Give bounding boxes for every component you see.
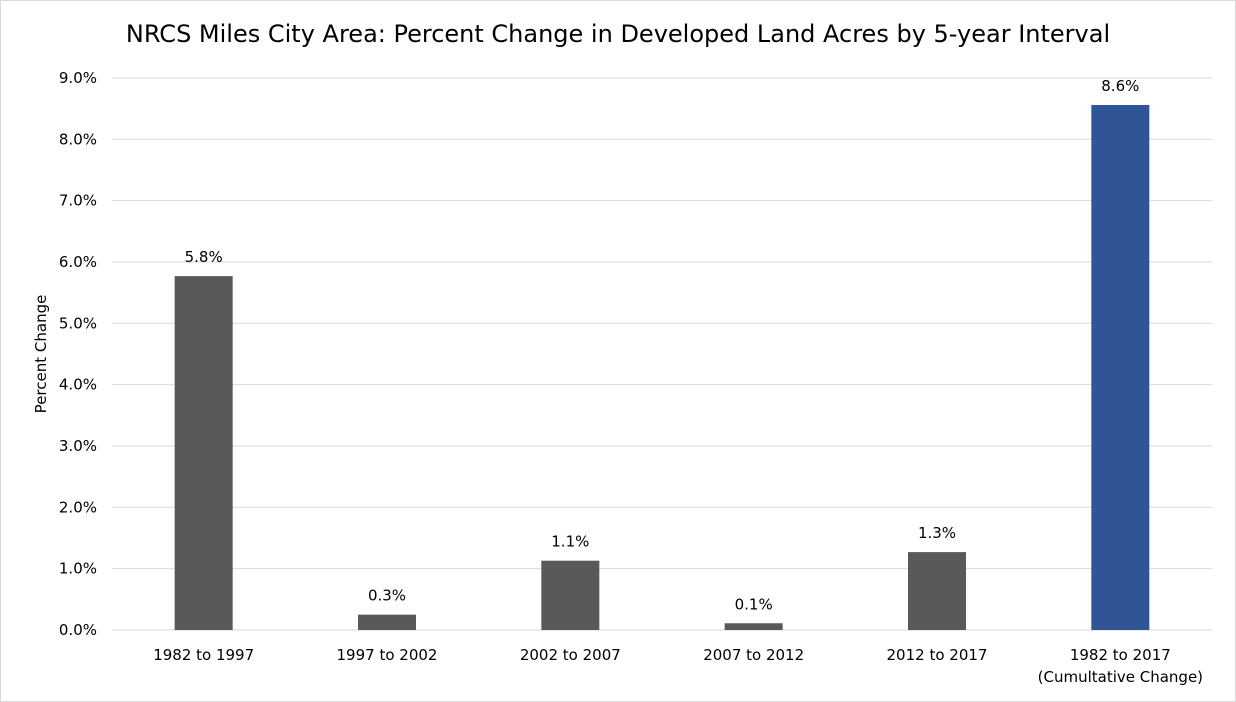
- bar: [174, 276, 233, 630]
- x-category-label: 1982 to 2017: [1070, 646, 1171, 664]
- bars: [174, 104, 1150, 630]
- bar: [724, 623, 783, 630]
- y-tick-label: 2.0%: [59, 498, 97, 516]
- x-category-label: 1982 to 1997: [153, 646, 254, 664]
- y-tick-label: 4.0%: [59, 376, 97, 394]
- x-axis-category-labels: 1982 to 1997 1997 to 2002 2002 to 2007 2007…: [153, 646, 1203, 686]
- y-tick-label: 1.0%: [59, 560, 97, 578]
- x-category-label: 2007 to 2012: [703, 646, 804, 664]
- x-category-label: 2002 to 2007: [520, 646, 621, 664]
- y-tick-label: 6.0%: [59, 253, 97, 271]
- data-label: 8.6%: [1101, 77, 1139, 95]
- y-tick-label: 3.0%: [59, 437, 97, 455]
- y-axis-title: Percent Change: [32, 295, 50, 414]
- data-label: 1.3%: [918, 524, 956, 542]
- bar: [541, 560, 600, 630]
- y-tick-label: 0.0%: [59, 621, 97, 639]
- y-tick-label: 9.0%: [59, 69, 97, 87]
- y-axis-tick-labels: 0.0% 1.0% 2.0% 3.0% 4.0% 5.0% 6.0% 7.0% 8.0% 9.0%: [59, 69, 97, 639]
- bar: [908, 552, 966, 630]
- x-category-label: 1997 to 2002: [337, 646, 438, 664]
- y-tick-label: 7.0%: [59, 192, 97, 210]
- data-label: 0.3%: [368, 587, 406, 605]
- data-label: 0.1%: [735, 595, 773, 613]
- data-label: 5.8%: [185, 248, 223, 266]
- x-category-label: 2012 to 2017: [887, 646, 988, 664]
- y-tick-label: 5.0%: [59, 314, 97, 332]
- x-category-label: (Cumultative Change): [1038, 668, 1203, 686]
- bar: [358, 614, 416, 630]
- y-tick-label: 8.0%: [59, 130, 97, 148]
- chart-title: NRCS Miles City Area: Percent Change in …: [125, 20, 1111, 48]
- data-labels: 5.8% 0.3% 1.1% 0.1% 1.3% 8.6%: [185, 77, 1140, 613]
- data-label: 1.1%: [551, 533, 589, 551]
- bar: [1091, 104, 1150, 630]
- gridlines: [112, 77, 1212, 631]
